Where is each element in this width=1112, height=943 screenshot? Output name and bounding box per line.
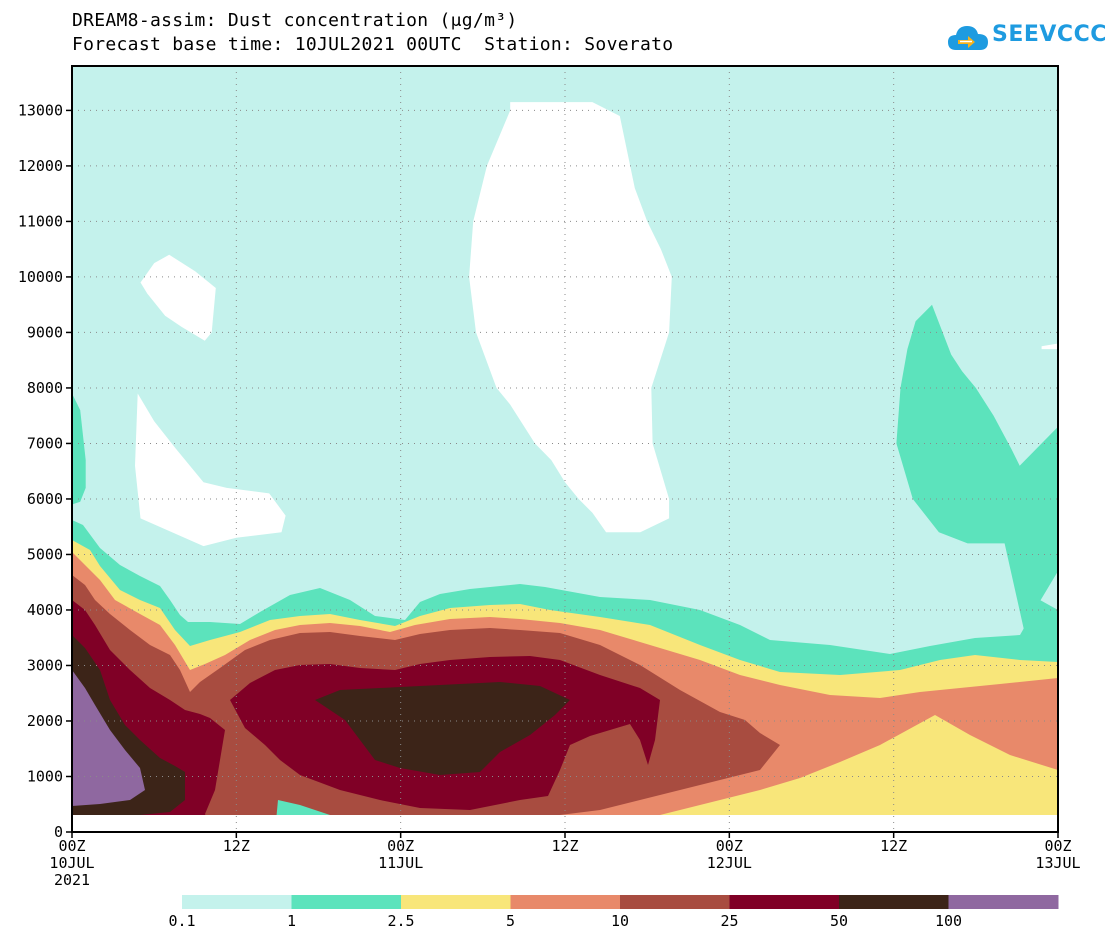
legend-swatch-3 (510, 895, 621, 909)
x-date-label-0: 10JUL (49, 854, 94, 872)
y-tick-label-13: 13000 (18, 101, 63, 119)
y-tick-label-3: 3000 (27, 656, 63, 674)
x-tick-label-4: 00Z (716, 837, 743, 855)
y-tick-label-11: 11000 (18, 212, 63, 230)
legend-swatch-6 (839, 895, 949, 909)
x-year-label-0: 2021 (54, 871, 90, 889)
band-lower-yellow (600, 715, 1058, 832)
y-tick-label-2: 2000 (27, 712, 63, 730)
contour-region-1 (140, 254, 216, 341)
legend-label-7: 100 (935, 912, 962, 930)
x-tick-label-2: 00Z (387, 837, 414, 855)
legend-label-6: 50 (830, 912, 848, 930)
legend-swatch-7 (948, 895, 1059, 909)
x-tick-label-1: 12Z (223, 837, 250, 855)
x-date-label-6: 13JUL (1035, 854, 1080, 872)
legend-label-1: 1 (287, 912, 296, 930)
y-tick-label-5: 5000 (27, 545, 63, 563)
x-tick-label-6: 00Z (1044, 837, 1071, 855)
legend-label-4: 10 (611, 912, 629, 930)
contour-layer (72, 102, 1058, 635)
y-tick-label-0: 0 (54, 823, 63, 841)
contour-region-5 (896, 304, 1058, 635)
y-tick-label-6: 6000 (27, 490, 63, 508)
legend-label-5: 25 (720, 912, 738, 930)
grid-lines (72, 66, 1058, 832)
color-legend: 0.1 1 2.5 5 10 25 50 100 (168, 895, 1059, 930)
legend-label-2: 2.5 (387, 912, 414, 930)
y-tick-label-1: 1000 (27, 767, 63, 785)
y-tick-label-4: 4000 (27, 601, 63, 619)
legend-swatch-5 (729, 895, 840, 909)
logo-text: SEEVCCC (992, 22, 1107, 47)
y-tick-label-12: 12000 (18, 157, 63, 175)
contour-region-2 (135, 393, 286, 547)
x-date-label-2: 11JUL (378, 854, 423, 872)
chart-title: DREAM8-assim: Dust concentration (μg/m³) (72, 10, 518, 31)
contour-region-4 (72, 393, 86, 505)
y-tick-label-7: 7000 (27, 434, 63, 452)
y-tick-label-8: 8000 (27, 379, 63, 397)
surface-mask (72, 815, 1058, 832)
legend-label-0: 0.1 (168, 912, 195, 930)
x-tick-label-3: 12Z (551, 837, 578, 855)
y-tick-label-9: 9000 (27, 323, 63, 341)
chart-subtitle: Forecast base time: 10JUL2021 00UTC Stat… (72, 34, 674, 55)
lower-dust-bands (72, 520, 1058, 832)
legend-swatch-4 (620, 895, 730, 909)
y-axis: 0 1000 2000 3000 4000 5000 6000 7000 8000 9000 100… (18, 101, 72, 841)
legend-swatch-1 (291, 895, 402, 909)
x-tick-label-5: 12Z (880, 837, 907, 855)
contour-region-3 (1041, 343, 1058, 350)
legend-label-3: 5 (506, 912, 515, 930)
seevccc-logo: SEEVCCC (948, 18, 1106, 58)
band-50 (72, 635, 570, 820)
y-tick-label-10: 10000 (18, 268, 63, 286)
legend-swatch-2 (401, 895, 511, 909)
contour-region-0 (469, 102, 672, 533)
band-100 (72, 670, 145, 806)
legend-swatch-0 (182, 895, 292, 909)
cloud-icon (948, 26, 988, 50)
x-tick-label-0: 00Z (58, 837, 85, 855)
x-date-label-4: 12JUL (707, 854, 752, 872)
